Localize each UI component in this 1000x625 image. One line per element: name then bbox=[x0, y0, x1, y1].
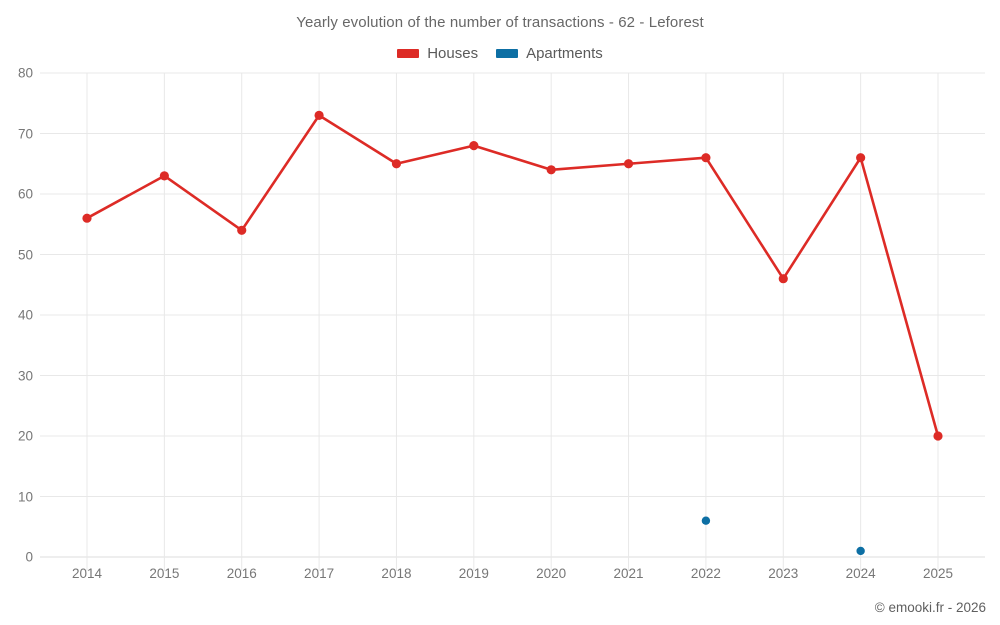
y-tick-label: 70 bbox=[17, 126, 33, 141]
x-tick-label: 2022 bbox=[690, 566, 721, 581]
x-axis: 2014 2015 2016 2017 2018 2019 2020 2021 2022 2023… bbox=[0, 566, 1000, 588]
legend-swatch-houses bbox=[397, 49, 420, 58]
chart-legend: Houses Apartments bbox=[0, 45, 1000, 62]
y-tick-label: 30 bbox=[17, 368, 33, 383]
x-tick-label: 2014 bbox=[71, 566, 103, 581]
series-lines bbox=[85, 114, 940, 438]
x-tick-label: 2020 bbox=[536, 566, 567, 581]
gridlines-vertical bbox=[86, 73, 939, 571]
x-tick-label: 2015 bbox=[149, 566, 180, 581]
data-point[interactable]: 2016: 54 bbox=[237, 225, 247, 235]
series-line-houses bbox=[85, 114, 940, 438]
y-tick-label: 50 bbox=[17, 247, 33, 262]
x-tick-label: 2023 bbox=[768, 566, 799, 581]
data-point[interactable]: 2022: 66 bbox=[701, 153, 711, 163]
data-point[interactable]: 2017: 73 bbox=[314, 110, 324, 120]
data-point[interactable]: 2018: 65 bbox=[391, 159, 402, 169]
legend-label-houses: Houses bbox=[427, 45, 479, 62]
data-point[interactable]: 2020: 64 bbox=[546, 165, 556, 175]
y-tick-label: 40 bbox=[17, 307, 33, 323]
x-tick-label: 2016 bbox=[226, 566, 257, 581]
footer-credit: © emooki.fr - 2026 bbox=[874, 600, 986, 615]
data-point[interactable]: 2024: 1 bbox=[856, 546, 865, 556]
y-tick-label: 20 bbox=[17, 428, 33, 444]
y-tick-label: 60 bbox=[17, 186, 33, 202]
y-tick-label: 10 bbox=[17, 489, 33, 504]
chart-title: Yearly evolution of the number of transa… bbox=[296, 14, 704, 31]
x-tick-label: 2017 bbox=[304, 566, 335, 581]
gridlines-horizontal bbox=[40, 72, 985, 558]
data-point[interactable]: 2025: 20 bbox=[933, 431, 943, 441]
data-point[interactable]: 2021: 65 bbox=[623, 159, 634, 169]
legend-label-apartments: Apartments bbox=[526, 45, 603, 62]
data-point[interactable]: 2019: 68 bbox=[469, 141, 479, 151]
y-tick-label: 80 bbox=[17, 65, 33, 81]
x-tick-label: 2018 bbox=[381, 566, 412, 581]
y-tick-label: 0 bbox=[25, 549, 33, 565]
plot-svg: 2014: 56 2015: 63 2016: 54 2017: 73 2018: 65… bbox=[40, 72, 985, 571]
data-point[interactable]: 2024: 66 bbox=[856, 153, 866, 163]
data-point[interactable]: 2023: 46 bbox=[778, 274, 788, 284]
legend-item-apartments[interactable]: Apartments bbox=[496, 45, 603, 62]
series-markers: 2014: 56 2015: 63 2016: 54 2017: 73 2018: 65… bbox=[82, 110, 943, 556]
data-point[interactable]: 2014: 56 bbox=[82, 213, 92, 223]
x-tick-label: 2025 bbox=[922, 566, 954, 581]
x-tick-label: 2021 bbox=[613, 566, 644, 581]
legend-swatch-apartments bbox=[496, 49, 519, 58]
y-axis: 0 10 20 30 40 50 60 70 80 bbox=[0, 66, 33, 565]
data-point[interactable]: 2015: 63 bbox=[159, 171, 169, 181]
legend-item-houses[interactable]: Houses bbox=[397, 45, 478, 62]
x-tick-label: 2024 bbox=[845, 566, 876, 581]
plot-area: 2014: 56 2015: 63 2016: 54 2017: 73 2018: 65… bbox=[40, 72, 985, 571]
data-point[interactable]: 2022: 6 bbox=[701, 516, 711, 525]
x-tick-label: 2019 bbox=[458, 566, 489, 581]
